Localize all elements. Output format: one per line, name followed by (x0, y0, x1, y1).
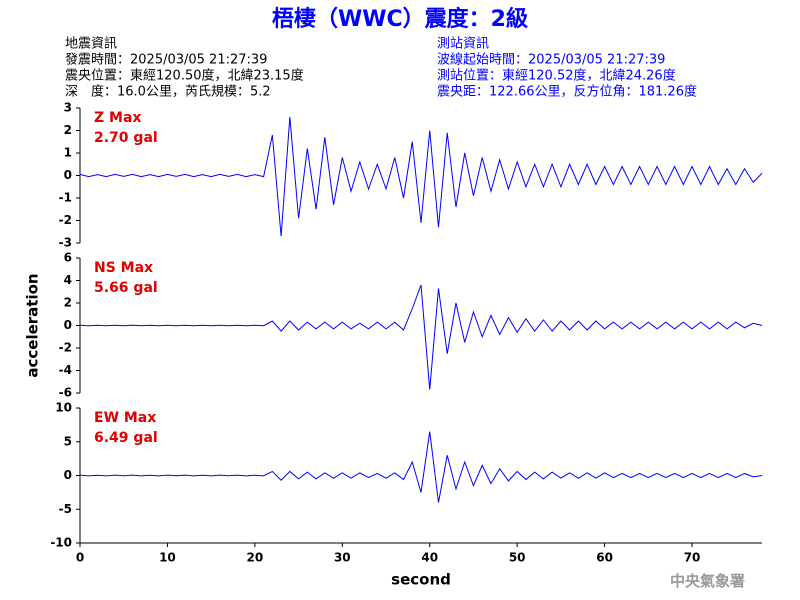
x-tick-label: 0 (76, 551, 84, 565)
x-axis-label: second (391, 571, 451, 589)
x-tick-label: 40 (421, 551, 438, 565)
y-axis-label: acceleration (24, 273, 42, 377)
y-tick-label: -6 (59, 386, 72, 400)
annotation: Z Max (94, 110, 141, 126)
y-tick-label: -3 (59, 236, 72, 250)
y-tick-label: 0 (64, 318, 72, 332)
y-tick-label: 3 (64, 101, 72, 115)
info-right: 測站位置：東經120.52度，北緯24.26度 (437, 68, 676, 84)
annotation: 6.49 gal (94, 430, 158, 446)
y-tick-label: 2 (64, 296, 72, 310)
y-tick-label: 4 (64, 273, 72, 287)
x-tick-label: 50 (509, 551, 526, 565)
info-right: 測站資訊 (437, 37, 489, 52)
info-right: 震央距：122.66公里，反方位角：181.26度 (437, 84, 697, 100)
y-tick-label: -4 (59, 363, 72, 377)
waveform (79, 284, 763, 390)
y-tick-label: 0 (64, 168, 72, 182)
footer: 中央氣象署 (670, 572, 745, 590)
annotation: NS Max (94, 260, 153, 276)
y-tick-label: 5 (64, 434, 72, 448)
y-tick-label: 0 (64, 468, 72, 482)
waveform (79, 431, 763, 503)
x-tick-label: 10 (159, 551, 176, 565)
x-tick-label: 30 (334, 551, 351, 565)
y-tick-label: -1 (59, 191, 72, 205)
waveform (79, 116, 763, 237)
y-tick-label: -2 (59, 341, 72, 355)
y-tick-label: 10 (55, 401, 72, 415)
y-tick-label: 1 (64, 146, 72, 160)
y-tick-label: -10 (50, 536, 72, 550)
x-tick-label: 70 (684, 551, 701, 565)
annotation: 5.66 gal (94, 280, 158, 296)
info-left: 深 度：16.0公里，芮氏規模：5.2 (65, 84, 271, 100)
info-left: 發震時間：2025/03/05 21:27:39 (65, 53, 267, 68)
y-tick-label: -2 (59, 213, 72, 227)
info-left: 地震資訊 (65, 37, 117, 52)
info-left: 震央位置：東經120.50度，北緯23.15度 (65, 68, 304, 84)
y-tick-label: 2 (64, 123, 72, 137)
y-tick-label: -5 (59, 502, 72, 516)
annotation: 2.70 gal (94, 130, 158, 146)
annotation: EW Max (94, 410, 156, 426)
y-tick-label: 6 (64, 251, 72, 265)
x-tick-label: 60 (596, 551, 613, 565)
title: 梧棲（WWC）震度：2級 (272, 6, 528, 32)
info-right: 波線起始時間：2025/03/05 21:27:39 (437, 52, 665, 68)
x-tick-label: 20 (247, 551, 264, 565)
